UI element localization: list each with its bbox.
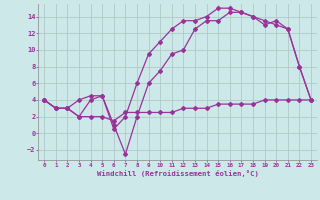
X-axis label: Windchill (Refroidissement éolien,°C): Windchill (Refroidissement éolien,°C) xyxy=(97,170,259,177)
